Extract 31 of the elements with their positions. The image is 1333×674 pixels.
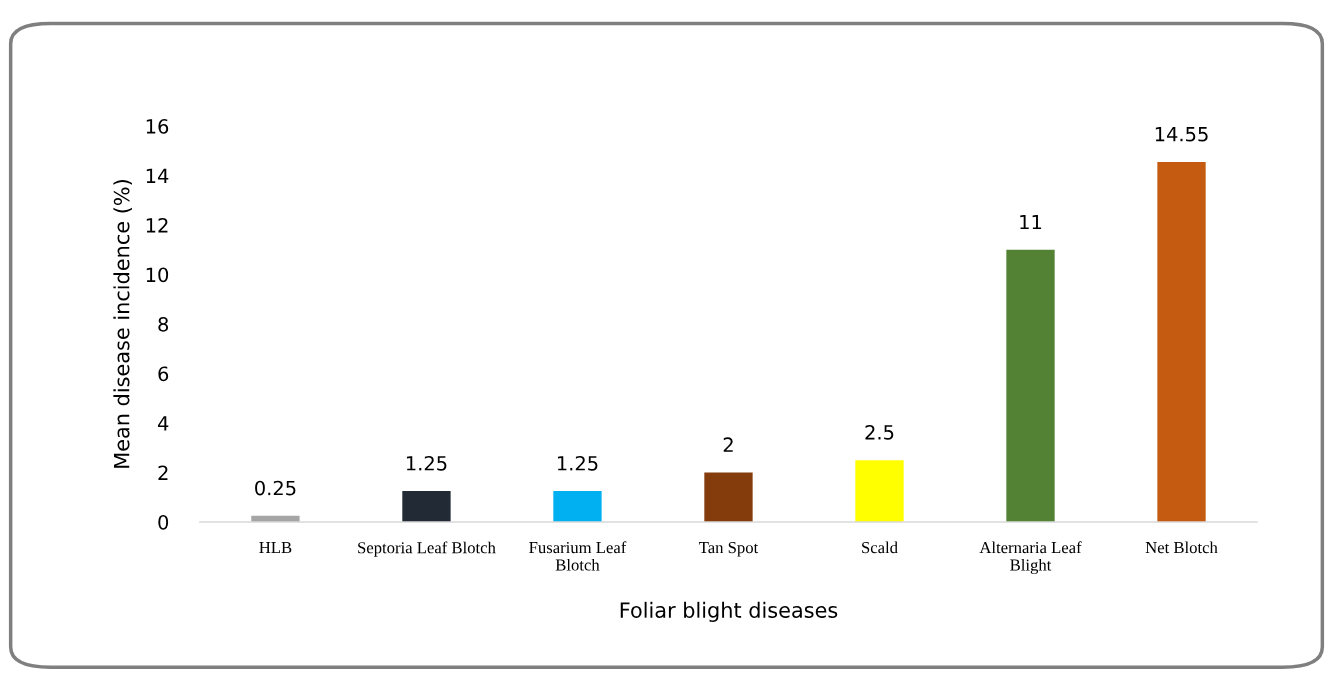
bar: [1157, 161, 1206, 523]
x-axis-title: Foliar blight diseases: [620, 601, 838, 622]
data-label: 14.55: [1155, 127, 1208, 142]
y-axis-title: Mean disease incidence (%): [113, 180, 132, 468]
x-tick-label: Alternaria Leaf Blight: [979, 541, 1082, 575]
data-label: 11: [1020, 214, 1042, 230]
y-tick-label: 2: [158, 465, 168, 480]
data-label: 1.25: [406, 455, 447, 471]
bar: [855, 460, 904, 523]
bar: [553, 491, 602, 523]
bar: [402, 491, 451, 523]
x-tick-label: Scald: [862, 541, 898, 554]
bar: [704, 472, 753, 523]
x-tick-label: Tan Spot: [699, 541, 759, 557]
data-label: 2: [723, 437, 733, 452]
x-tick-label: HLB: [259, 542, 292, 554]
y-tick-label: 14: [146, 168, 169, 183]
y-tick-label: 10: [146, 267, 169, 283]
y-tick-label: 0: [158, 514, 169, 530]
bar: [1006, 249, 1055, 523]
data-label: 2.5: [865, 425, 894, 440]
data-label: 1.25: [557, 455, 598, 471]
y-tick-label: 12: [146, 217, 168, 233]
x-tick-label: Septoria Leaf Blotch: [358, 541, 496, 557]
data-label: 0.25: [255, 480, 296, 496]
x-tick-label: Fusarium Leaf Blotch: [529, 541, 627, 571]
x-tick-label: Net Blotch: [1145, 541, 1218, 554]
y-tick-label: 16: [146, 118, 169, 134]
y-tick-label: 6: [158, 366, 169, 382]
y-tick-label: 4: [157, 416, 169, 431]
y-tick-label: 8: [158, 316, 169, 332]
